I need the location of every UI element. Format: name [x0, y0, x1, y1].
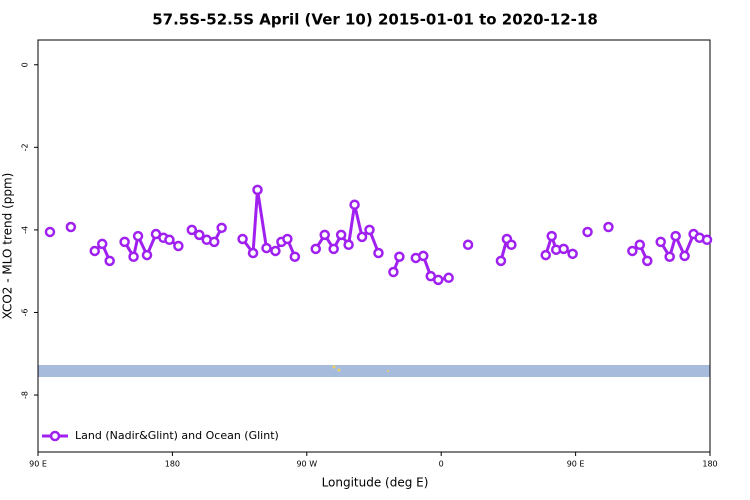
- data-point: [655, 236, 666, 248]
- data-point: [540, 249, 551, 261]
- data-point: [237, 233, 248, 245]
- data-point: [328, 243, 339, 255]
- data-point: [141, 249, 153, 261]
- data-point: [627, 245, 638, 257]
- x-tick-label: 180: [702, 460, 717, 469]
- data-point: [208, 236, 220, 248]
- y-axis-label: XCO2 - MLO trend (ppm): [1, 173, 15, 320]
- data-point: [186, 224, 198, 236]
- data-point: [506, 239, 517, 251]
- y-tick-label: -4: [21, 226, 30, 234]
- x-tick-label: 0: [439, 460, 444, 469]
- data-point: [89, 245, 100, 257]
- data-point: [364, 224, 375, 236]
- y-tick-label: -8: [21, 391, 30, 399]
- y-tick-label: 0: [21, 62, 30, 67]
- data-point: [349, 199, 360, 210]
- data-point: [567, 248, 578, 260]
- data-point: [356, 231, 368, 243]
- map-dot: [332, 365, 336, 369]
- data-point: [603, 221, 614, 233]
- data-point: [282, 233, 293, 245]
- data-point: [670, 230, 681, 242]
- data-point: [65, 221, 77, 233]
- data-point: [443, 272, 454, 284]
- data-point: [132, 230, 144, 242]
- data-point: [194, 229, 205, 241]
- data-point: [679, 250, 690, 262]
- x-tick-label: 90 W: [296, 460, 317, 469]
- data-point: [495, 255, 507, 267]
- data-point: [373, 247, 384, 259]
- data-point: [310, 243, 322, 255]
- data-point: [261, 242, 272, 254]
- data-point: [96, 238, 108, 250]
- data-point: [128, 251, 139, 262]
- y-tick-label: -6: [21, 308, 30, 316]
- data-point: [119, 236, 130, 248]
- data-point: [394, 251, 405, 262]
- data-point: [432, 274, 444, 286]
- data-point: [335, 229, 347, 241]
- data-point: [546, 230, 557, 242]
- data-point: [388, 266, 399, 278]
- data-point: [582, 226, 593, 238]
- data-point: [462, 239, 474, 251]
- x-tick-label: 90 E: [29, 460, 47, 469]
- data-point: [634, 239, 646, 251]
- chart-title: 57.5S-52.5S April (Ver 10) 2015-01-01 to…: [152, 11, 598, 29]
- data-point: [701, 234, 713, 246]
- data-point: [247, 247, 259, 259]
- data-point: [289, 251, 301, 262]
- data-point: [319, 229, 330, 241]
- x-tick-label: 180: [165, 460, 180, 469]
- data-point: [252, 184, 263, 196]
- data-point: [418, 250, 429, 262]
- map-strip: [38, 365, 710, 377]
- x-tick-label: 90 E: [567, 460, 585, 469]
- legend-label: Land (Nadir&Glint) and Ocean (Glint): [75, 429, 279, 442]
- data-point: [164, 234, 175, 246]
- y-tick-label: -2: [21, 143, 30, 151]
- map-dot: [337, 368, 341, 372]
- data-point: [558, 243, 569, 255]
- x-axis-label: Longitude (deg E): [322, 476, 429, 490]
- data-point: [642, 255, 653, 267]
- data-point: [216, 222, 227, 234]
- map-dot: [387, 370, 389, 372]
- legend-marker: [49, 430, 61, 442]
- plot-frame: [37, 39, 711, 453]
- data-point: [664, 251, 675, 262]
- data-point: [104, 255, 115, 267]
- data-point: [44, 226, 56, 238]
- data-point: [173, 240, 184, 252]
- data-point: [270, 245, 281, 257]
- data-point: [343, 239, 354, 251]
